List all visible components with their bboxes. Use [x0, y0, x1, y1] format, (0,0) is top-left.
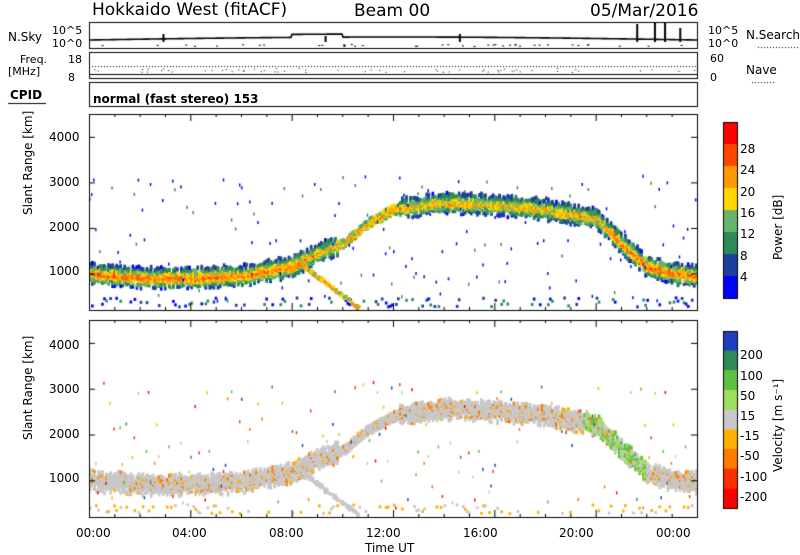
power-ylabel: Slant Range [km]: [21, 110, 35, 215]
nsky-tick-top: 10^5: [52, 24, 83, 37]
nsky-tick-bottom: 10^0: [52, 37, 83, 50]
velocity-ytick-3000: 3000: [49, 382, 80, 396]
velocity-ylabel: Slant Range [km]: [21, 335, 35, 440]
power-cb-tick-16: 16: [740, 206, 756, 220]
vel-cb-tick-15: 15: [740, 409, 756, 423]
freq-tick-top: 18: [68, 53, 82, 66]
power-colorbar-label: Power [dB]: [771, 194, 785, 260]
power-cb-tick-8: 8: [740, 249, 748, 263]
velocity-ytick-4000: 4000: [49, 338, 80, 352]
velocity-ytick-2000: 2000: [49, 427, 80, 441]
power-ytick-1000: 1000: [49, 264, 80, 278]
beam-title: Beam 00: [354, 1, 431, 21]
power-cb-tick-4: 4: [740, 270, 748, 284]
cpid-value: normal (fast stereo) 153: [93, 92, 259, 106]
freq-unit-label: [MHz]: [8, 65, 41, 78]
nsearch-tick-bottom: 10^0: [708, 37, 739, 50]
nave-label: Nave: [746, 63, 777, 77]
xtick-1200: 12:00: [366, 526, 401, 540]
date-title: 05/Mar/2016: [590, 1, 699, 21]
xtick-0800: 08:00: [269, 526, 304, 540]
xtick-0400: 04:00: [172, 526, 207, 540]
power-ytick-3000: 3000: [49, 175, 80, 189]
vel-cb-tick-m50: -50: [740, 449, 760, 463]
vel-cb-tick-m15: -15: [740, 429, 760, 443]
power-cb-tick-20: 20: [740, 185, 756, 199]
freq-tick-bottom: 8: [68, 71, 75, 84]
power-cb-tick-12: 12: [740, 227, 756, 241]
freq-label: Freq.: [20, 53, 48, 66]
nave-tick-bottom: 0: [710, 71, 717, 84]
vel-cb-tick-50: 50: [740, 389, 756, 403]
nsearch-label: N.Search: [746, 28, 800, 42]
xtick-2000: 20:00: [559, 526, 594, 540]
power-ytick-4000: 4000: [49, 130, 80, 144]
vel-cb-tick-m200: -200: [740, 490, 768, 504]
cpid-label: CPID: [10, 88, 43, 102]
xtick-0000: 00:00: [76, 526, 111, 540]
power-cb-tick-28: 28: [740, 142, 756, 156]
velocity-ytick-1000: 1000: [49, 471, 80, 485]
nsearch-tick-top: 10^5: [708, 24, 739, 37]
velocity-colorbar-label: Velocity [m s⁻¹]: [771, 378, 785, 472]
site-title: Hokkaido West (fitACF): [92, 0, 288, 20]
vel-cb-tick-200: 200: [740, 348, 763, 362]
xtick-1600: 16:00: [463, 526, 498, 540]
power-ytick-2000: 2000: [49, 220, 80, 234]
xaxis-label: Time UT: [365, 541, 415, 555]
power-cb-tick-24: 24: [740, 163, 756, 177]
nave-tick-top: 60: [710, 52, 724, 65]
vel-cb-tick-m100: -100: [740, 470, 768, 484]
xtick-2400: 00:00: [656, 526, 691, 540]
vel-cb-tick-100: 100: [740, 369, 763, 383]
nsky-label: N.Sky: [8, 30, 43, 44]
